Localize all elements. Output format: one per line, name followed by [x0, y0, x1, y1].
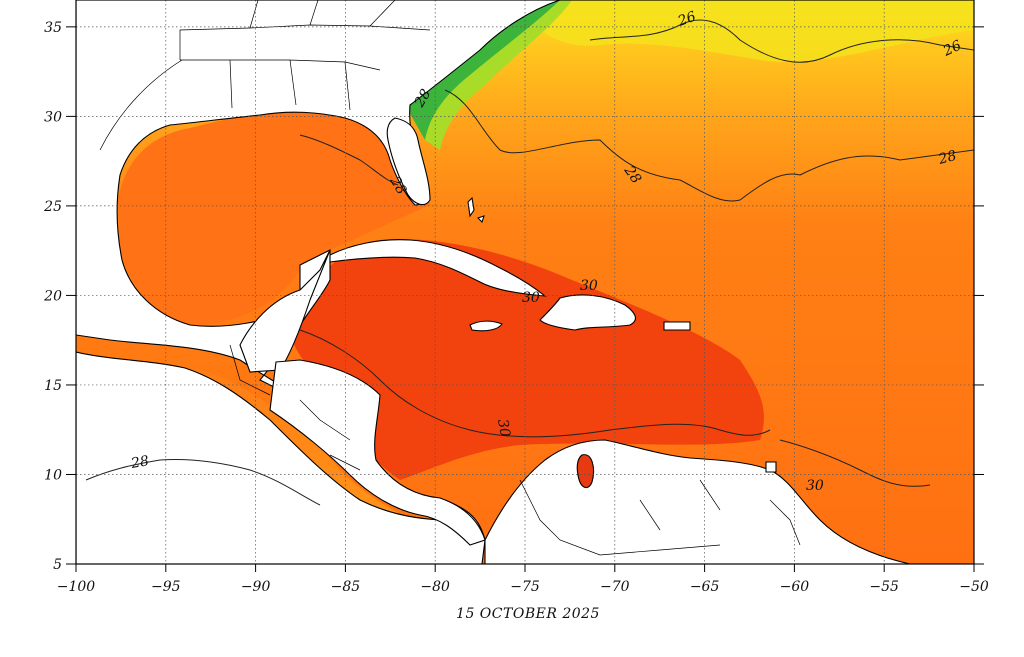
- lat-tick-label: 5: [53, 557, 62, 573]
- contour-label: 26: [940, 38, 964, 60]
- puerto-rico-island: [663, 321, 691, 331]
- contour-label: 30: [806, 478, 824, 494]
- trinidad-island: [765, 461, 777, 473]
- lon-tick-label: −85: [331, 579, 361, 595]
- date-caption: 15 OCTOBER 2025: [456, 606, 600, 622]
- lon-tick-label: −65: [690, 579, 720, 595]
- yucatan-land: [239, 249, 331, 373]
- caribbean-hot-water: [285, 239, 764, 480]
- lon-tick-label: −80: [420, 579, 450, 595]
- contour-label: 30: [580, 278, 598, 294]
- lat-lon-grid: [76, 0, 974, 564]
- isotherm-28-gulf: [299, 134, 399, 186]
- axis-ticks: −100 −95 −90 −85 −80 −75 −70 −65 −60 −55 −50 35 30 25…: [43, 20, 989, 595]
- bahamas-islands: [467, 196, 485, 224]
- gulf-of-mexico-water: [118, 111, 430, 325]
- lat-tick-label: 30: [44, 109, 62, 125]
- contour-label: 28: [129, 453, 150, 472]
- lon-tick-label: −95: [151, 579, 181, 595]
- lon-tick-label: −55: [869, 579, 899, 595]
- contour-label: 30: [494, 418, 513, 438]
- isotherm-contours: [85, 19, 974, 506]
- lat-tick-label: 35: [44, 20, 62, 36]
- isotherm-26: [589, 19, 974, 63]
- lon-tick-label: −50: [959, 579, 989, 595]
- lat-tick-label: 25: [43, 199, 62, 215]
- lat-tick-label: 15: [44, 378, 62, 394]
- isotherm-28-atlantic: [444, 89, 974, 202]
- lat-tick-label: 10: [44, 467, 62, 483]
- land-masses: [76, 0, 911, 564]
- contour-label: 26: [675, 9, 698, 31]
- central-america-land: [269, 359, 486, 546]
- isotherm-30-east: [779, 439, 931, 487]
- florida-peninsula: [386, 117, 431, 206]
- jamaica-island: [469, 320, 503, 332]
- coastal-shelf-band: [425, 0, 572, 150]
- lon-tick-label: −70: [600, 579, 630, 595]
- isotherm-28-pacific: [85, 459, 321, 506]
- political-borders: [99, 0, 801, 556]
- lon-tick-label: −100: [57, 579, 96, 595]
- lat-tick-label: 20: [43, 288, 62, 304]
- lon-tick-label: −90: [241, 579, 271, 595]
- cuba-island: [329, 239, 547, 297]
- lake-maracaibo: [576, 454, 595, 489]
- lon-tick-label: −75: [510, 579, 540, 595]
- contour-label: 28: [936, 148, 958, 168]
- lon-tick-label: −60: [780, 579, 810, 595]
- isotherm-30-caribbean: [299, 329, 771, 438]
- cool-water-region: [520, 0, 974, 63]
- contour-label: 30: [522, 290, 540, 306]
